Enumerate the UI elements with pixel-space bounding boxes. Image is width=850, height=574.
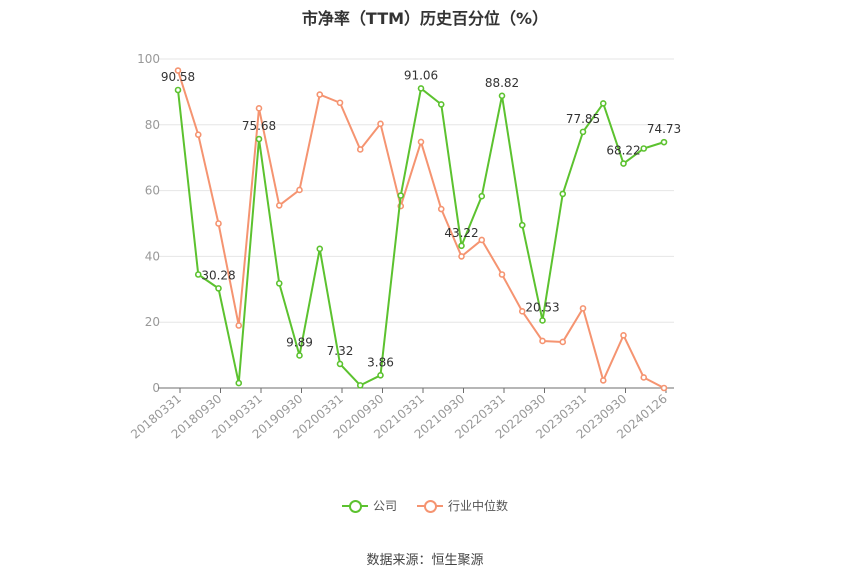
series-1-point-20230930 [620,332,627,339]
series-0-point-20230331 [579,128,587,136]
series-1-point-20211231 [478,236,486,244]
series-1-point-20181231 [235,322,243,329]
series-0-point-20201231 [397,192,405,199]
data-label-20180930: 30.28 [201,268,235,282]
series-1-point-20200930 [377,120,384,128]
y-tick-label-40: 40 [145,249,160,263]
source-note: 数据来源：恒生聚源 [366,553,484,568]
series-0-point-20240126 [660,138,668,146]
chart-title: 市净率（TTM）历史百分位（%） [301,9,549,28]
legend-item-company[interactable]: 公司 [341,497,397,514]
series-1-point-20190630 [275,202,283,209]
legend: 公司 行业中位数 [0,497,850,514]
series-1-point-20230331 [579,305,587,312]
series-0-point-20220630 [518,221,526,229]
series-layer [174,67,668,392]
series-1-point-20220930 [539,337,546,345]
series-1-point-20180630 [194,131,202,138]
series-1-point-20210930 [458,253,465,260]
axis-layer: 0204060801002018033120180930201903312019… [128,52,674,442]
data-label-20200331: 7.32 [327,344,354,358]
series-1-point-20221231 [559,338,567,346]
grid-layer [158,58,674,323]
legend-swatch-industry-median [417,499,443,513]
series-0-point-20210930 [458,242,465,250]
series-1-point-20190930 [296,186,303,194]
series-0-point-20231231 [640,145,648,152]
data-label-20210930: 43.22 [444,226,478,240]
data-label-20230930: 68.22 [606,144,640,158]
series-1-point-20200630 [356,146,364,153]
data-label-20200930: 3.86 [367,355,394,369]
series-0-point-20210630 [437,101,445,108]
series-1-point-20200331 [336,99,344,107]
series-0-point-20180630 [194,271,202,278]
data-label-20220331: 88.82 [485,76,519,90]
series-1-point-20231231 [640,374,648,381]
series-0-point-20190331 [255,135,263,143]
series-1-point-20210331 [417,138,425,146]
data-label-20190331: 75.68 [242,119,276,133]
series-1-point-20190331 [255,105,263,112]
legend-swatch-company [341,499,368,513]
data-label-20220930: 20.53 [525,300,559,314]
series-0-point-20200331 [336,360,344,368]
data-label-20180331: 90.58 [161,70,195,84]
data-label-20190930: 9.89 [286,335,313,349]
y-tick-label-80: 80 [145,118,160,132]
data-label-20240126: 74.73 [647,122,681,136]
series-1-point-20180930 [215,220,222,227]
series-1-point-20191231 [316,91,324,98]
y-tick-label-20: 20 [145,315,160,329]
series-0-point-20200630 [356,382,364,389]
series-0-point-20190630 [275,280,283,287]
y-tick-label-60: 60 [145,184,160,198]
y-tick-label-100: 100 [137,52,160,66]
legend-label-company: 公司 [372,499,397,513]
series-0-point-20221231 [559,190,567,198]
series-0-point-20180930 [215,285,222,292]
series-0-point-20230630 [599,100,607,107]
series-0-point-20230930 [620,160,627,167]
series-1-point-20180331 [174,67,182,74]
series-0-point-20211231 [478,192,486,200]
series-1-point-20220630 [518,308,526,315]
series-0-point-20220331 [498,92,506,100]
y-tick-label-0: 0 [152,381,160,395]
data-label-20230331: 77.85 [566,112,600,126]
series-1-point-20210630 [437,205,445,213]
series-1-point-20230630 [599,377,607,384]
data-label-20210331: 91.06 [404,68,438,82]
series-0-point-20200930 [377,372,384,379]
series-0-point-20181231 [235,379,243,387]
series-0-point-20190930 [296,352,303,359]
legend-item-industry-median[interactable]: 行业中位数 [417,497,508,514]
series-0-point-20180331 [174,86,182,94]
data-label-layer: 90.58 30.28 75.68 9.89 7.32 3.86 91.06 43.22 88.… [161,68,681,369]
legend-label-industry-median: 行业中位数 [448,499,509,513]
series-0-point-20220930 [539,317,546,324]
series-0-point-20191231 [316,245,324,253]
series-0-point-20210331 [417,85,425,92]
series-1-point-20240126 [660,384,668,392]
series-1-point-20220331 [498,271,506,278]
